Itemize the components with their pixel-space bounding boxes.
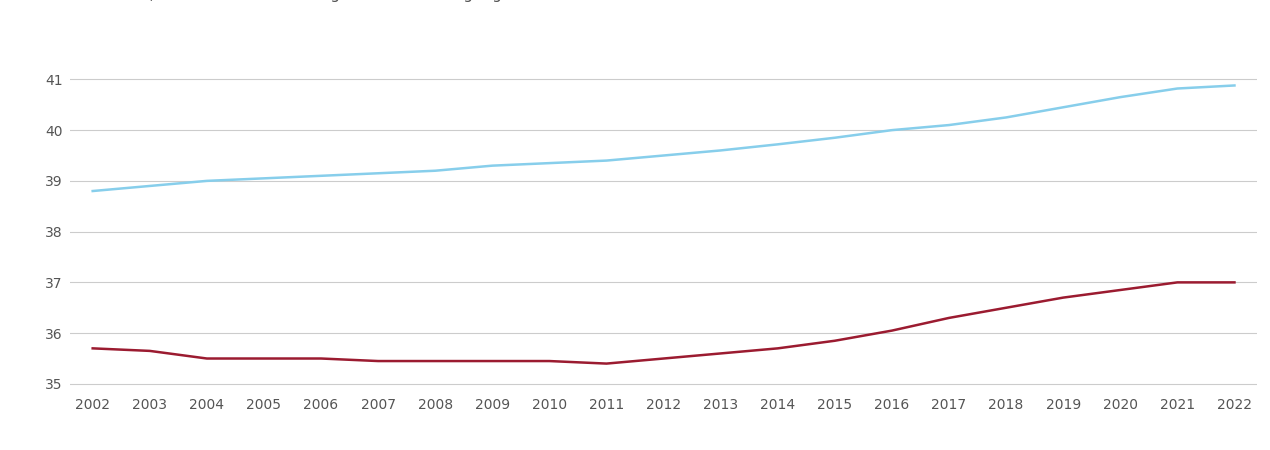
- England & Wales avg. age: [199, 178, 215, 184]
- England & Wales avg. age: [314, 173, 329, 179]
- NW, NW London: [428, 358, 443, 364]
- England & Wales avg. age: [941, 122, 956, 128]
- England & Wales avg. age: [257, 176, 272, 181]
- England & Wales avg. age: [1113, 94, 1128, 100]
- England & Wales avg. age: [142, 183, 157, 189]
- England & Wales avg. age: [770, 142, 785, 147]
- NW, NW London: [199, 356, 215, 361]
- NW, NW London: [998, 305, 1013, 310]
- Legend: NW, NW London, England & Wales avg. age: NW, NW London, England & Wales avg. age: [77, 0, 512, 2]
- England & Wales avg. age: [428, 168, 443, 173]
- NW, NW London: [85, 346, 100, 351]
- NW, NW London: [884, 328, 899, 333]
- England & Wales avg. age: [827, 135, 842, 140]
- NW, NW London: [827, 338, 842, 343]
- England & Wales avg. age: [1170, 86, 1185, 91]
- NW, NW London: [542, 358, 558, 364]
- NW, NW London: [142, 348, 157, 354]
- NW, NW London: [1055, 295, 1071, 300]
- England & Wales avg. age: [371, 171, 386, 176]
- NW, NW London: [1227, 280, 1242, 285]
- England & Wales avg. age: [712, 148, 728, 153]
- NW, NW London: [485, 358, 500, 364]
- NW, NW London: [655, 356, 671, 361]
- NW, NW London: [314, 356, 329, 361]
- NW, NW London: [371, 358, 386, 364]
- England & Wales avg. age: [884, 127, 899, 133]
- England & Wales avg. age: [1227, 83, 1242, 88]
- NW, NW London: [257, 356, 272, 361]
- England & Wales avg. age: [485, 163, 500, 168]
- NW, NW London: [1113, 287, 1128, 292]
- NW, NW London: [1170, 280, 1185, 285]
- England & Wales avg. age: [655, 153, 671, 158]
- England & Wales avg. age: [599, 158, 615, 163]
- England & Wales avg. age: [1055, 104, 1071, 110]
- England & Wales avg. age: [998, 115, 1013, 120]
- England & Wales avg. age: [542, 160, 558, 166]
- NW, NW London: [712, 351, 728, 356]
- England & Wales avg. age: [85, 189, 100, 194]
- NW, NW London: [770, 346, 785, 351]
- Line: England & Wales avg. age: England & Wales avg. age: [93, 86, 1234, 191]
- NW, NW London: [941, 315, 956, 320]
- Line: NW, NW London: NW, NW London: [93, 283, 1234, 364]
- NW, NW London: [599, 361, 615, 366]
